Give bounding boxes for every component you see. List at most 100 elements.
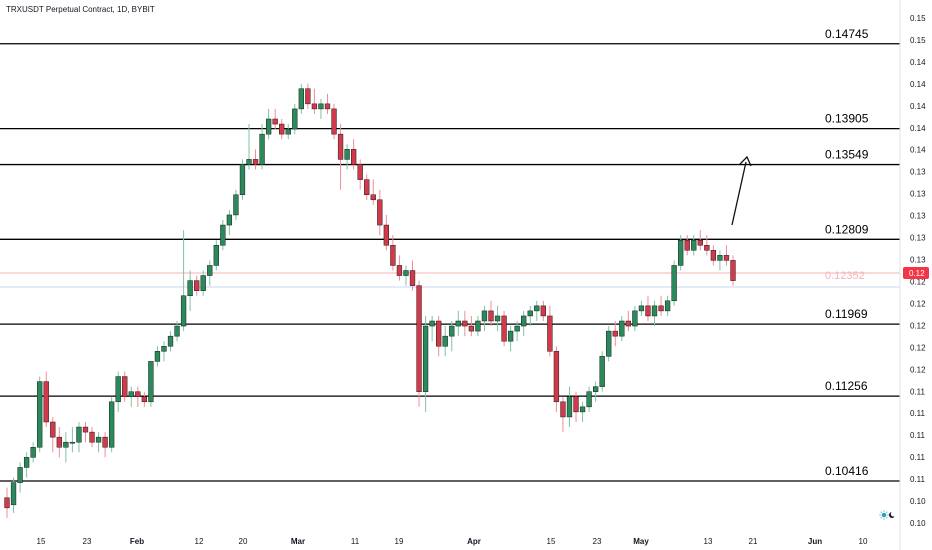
sun-moon-icon[interactable]: [879, 510, 889, 520]
x-tick-label: 21: [749, 537, 758, 546]
candle-body: [436, 320, 442, 347]
candle: [704, 235, 710, 256]
candle: [671, 260, 677, 306]
candle-body: [207, 265, 213, 276]
candle-body: [174, 325, 180, 337]
candle-body: [592, 386, 599, 392]
candle: [396, 255, 403, 281]
candle-body: [102, 436, 108, 448]
y-tick-label: 0.11: [910, 387, 926, 396]
level-label: 0.13905: [825, 112, 869, 126]
x-tick-label: 15: [37, 537, 46, 546]
candle: [651, 300, 658, 327]
candle: [76, 422, 82, 453]
candle-body: [252, 159, 259, 165]
candle-body: [566, 396, 573, 418]
candle: [625, 310, 632, 332]
levels-layer: 0.14745 0.13905 0.13549 0.12809 0.11969 0.112…: [0, 27, 900, 482]
y-tick-label: 0.11: [910, 475, 926, 484]
candle-body: [494, 315, 501, 322]
candle: [108, 396, 115, 453]
candle-body: [4, 497, 10, 509]
candle: [521, 310, 527, 337]
candle: [494, 305, 501, 332]
candle-body: [560, 401, 566, 418]
candle-body: [148, 361, 154, 403]
candle-body: [671, 265, 677, 302]
candle: [272, 108, 278, 130]
candle: [717, 250, 723, 271]
last-price-badge-label: 0.12: [909, 269, 925, 278]
candle: [442, 326, 448, 357]
candle: [187, 270, 193, 311]
candle: [684, 235, 690, 256]
candle-body: [63, 441, 69, 448]
candle: [10, 477, 17, 513]
y-tick-label: 0.10: [910, 497, 926, 506]
candle: [678, 235, 684, 271]
candle: [455, 310, 461, 337]
candle-body: [488, 310, 494, 322]
candle: [285, 124, 291, 140]
candle: [403, 265, 409, 286]
candle-body: [606, 330, 612, 357]
candle: [377, 189, 383, 236]
candle: [540, 300, 546, 321]
candle-body: [547, 315, 553, 352]
candle-body: [108, 401, 115, 448]
x-tick-label: 20: [239, 537, 248, 546]
candle-body: [429, 320, 435, 327]
candle: [534, 300, 540, 321]
candle: [305, 83, 311, 109]
candle-body: [89, 431, 95, 443]
candle-body: [383, 224, 390, 246]
candle: [429, 315, 435, 342]
candle: [586, 386, 592, 412]
candle: [89, 427, 95, 448]
candle-body: [10, 482, 17, 506]
candle: [220, 220, 226, 251]
candle-body: [259, 133, 265, 165]
candle-body: [638, 305, 645, 312]
candle: [488, 300, 494, 327]
candle-body: [56, 436, 62, 448]
y-tick-label: 0.12: [910, 299, 926, 308]
candle-body: [324, 103, 331, 110]
moon-icon: [889, 511, 896, 518]
candle: [23, 452, 30, 478]
y-tick-label: 0.11: [910, 453, 926, 462]
candle-body: [599, 356, 605, 387]
x-tick-label: Feb: [130, 537, 144, 546]
candle-body: [194, 280, 200, 291]
candle-body: [403, 270, 409, 276]
candle-body: [691, 239, 697, 251]
candle-body: [200, 275, 206, 291]
candle: [566, 386, 573, 428]
candle-body: [632, 310, 638, 327]
x-tick-label: 11: [351, 537, 360, 546]
candle-body: [350, 149, 357, 165]
candle-body: [161, 346, 167, 352]
x-tick-label: Jun: [808, 537, 822, 546]
y-tick-label: 0.10: [910, 519, 926, 528]
candle-body: [141, 396, 148, 403]
candle: [154, 346, 161, 367]
candle: [390, 235, 396, 271]
x-tick-label: 12: [195, 537, 204, 546]
candle: [357, 159, 363, 190]
candle-body: [17, 467, 23, 483]
candle-body: [344, 149, 350, 160]
candle: [17, 462, 23, 493]
candle: [174, 321, 180, 342]
candle: [606, 326, 612, 362]
x-tick-label: 10: [859, 537, 868, 546]
candle: [337, 124, 344, 190]
candle-body: [154, 351, 161, 362]
y-tick-label: 0.14: [910, 124, 926, 133]
candle-body: [553, 351, 560, 403]
candle-body: [246, 159, 252, 165]
candle-body: [710, 250, 717, 261]
candle: [102, 432, 108, 458]
candle: [318, 98, 324, 119]
candle: [527, 305, 533, 327]
